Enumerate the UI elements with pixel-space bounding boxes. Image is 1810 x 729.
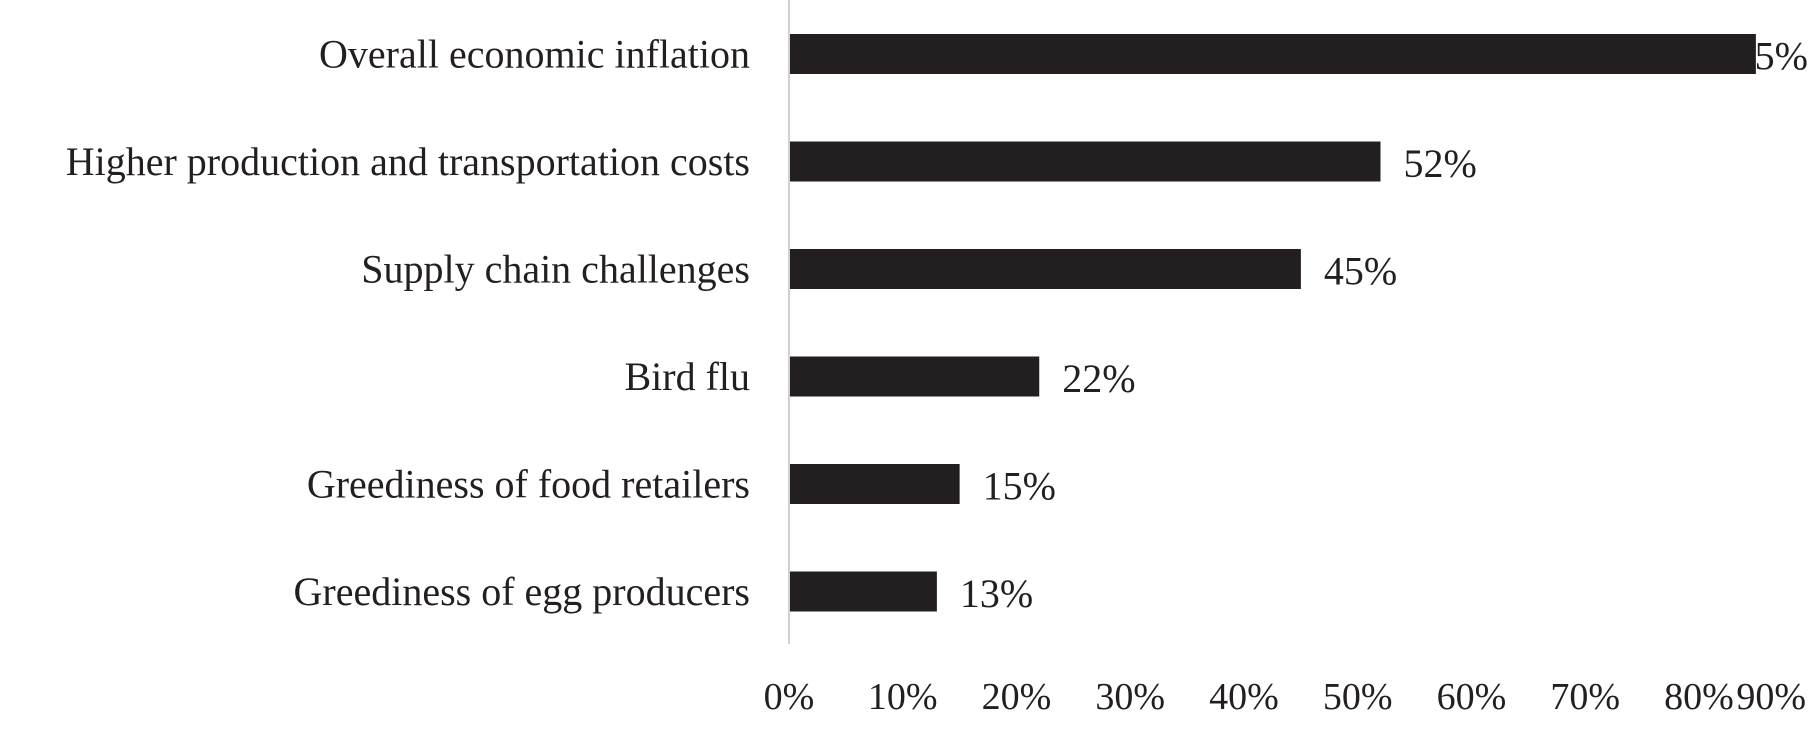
x-tick-label-80: 80%: [1664, 676, 1734, 718]
category-label-bird-flu: Bird flu: [624, 354, 750, 399]
bar-greediness-of-food-retailers: [789, 464, 960, 504]
data-label-supply-chain-challenges: 45%: [1324, 249, 1397, 294]
bar-greediness-of-egg-producers: [789, 571, 937, 612]
category-label-greediness-of-egg-producers: Greediness of egg producers: [293, 569, 750, 614]
bar-bird-flu: [789, 356, 1040, 397]
x-tick-label-40: 40%: [1209, 676, 1279, 718]
x-tick-label-50: 50%: [1323, 676, 1393, 718]
bars-layer: [789, 34, 1756, 612]
data-label-bird-flu: 22%: [1062, 356, 1135, 401]
x-tick-label-20: 20%: [982, 676, 1052, 718]
data-labels: 85% 52% 45% 22% 15% 13%: [960, 34, 1808, 617]
x-tick-label-10: 10%: [868, 676, 938, 718]
bar-higher-production-and-transportation-costs: [789, 141, 1381, 182]
x-tick-label-60: 60%: [1437, 676, 1507, 718]
category-label-higher-production-and-transportation-costs: Higher production and transportation cos…: [66, 139, 750, 184]
category-label-overall-economic-inflation: Overall economic inflation: [319, 32, 750, 77]
data-label-greediness-of-food-retailers: 15%: [983, 464, 1056, 509]
category-label-greediness-of-food-retailers: Greediness of food retailers: [307, 462, 750, 507]
data-label-overall-economic-inflation: 85%: [1735, 34, 1808, 79]
x-tick-label-70: 70%: [1550, 676, 1620, 718]
data-label-greediness-of-egg-producers: 13%: [960, 571, 1033, 616]
x-tick-label-90: 90%: [1736, 676, 1806, 718]
bar-supply-chain-challenges: [789, 249, 1301, 289]
bar-overall-economic-inflation: [789, 34, 1756, 74]
x-axis-tick-labels: 0% 10% 20% 30% 40% 50% 60% 70% 80% 90%: [764, 676, 1806, 718]
data-label-higher-production-and-transportation-costs: 52%: [1404, 141, 1477, 186]
category-labels: Overall economic inflation Higher product…: [66, 32, 750, 615]
category-label-supply-chain-challenges: Supply chain challenges: [361, 247, 750, 292]
x-tick-label-30: 30%: [1095, 676, 1165, 718]
x-tick-label-0: 0%: [764, 676, 815, 718]
